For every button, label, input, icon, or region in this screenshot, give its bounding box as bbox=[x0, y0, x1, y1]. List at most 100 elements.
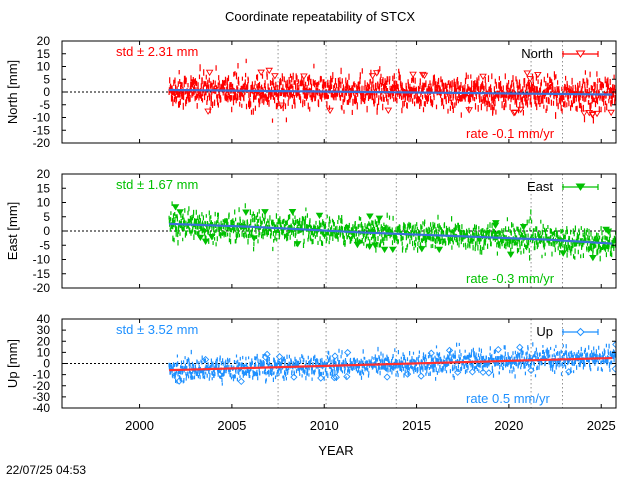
north-data-point bbox=[607, 109, 615, 117]
north-y-tick-label: 20 bbox=[37, 34, 51, 48]
east-data-point bbox=[371, 242, 379, 249]
up-data-point bbox=[275, 353, 284, 361]
east-data-point bbox=[171, 204, 180, 211]
up-std-label: std ± 3.52 mm bbox=[116, 322, 198, 337]
east-y-tick-label: 10 bbox=[37, 196, 51, 210]
up-data-point bbox=[332, 373, 340, 381]
east-data-point bbox=[250, 235, 258, 242]
north-data-point bbox=[510, 110, 518, 117]
east-data-point bbox=[375, 215, 384, 222]
north-data-point bbox=[588, 112, 597, 119]
east-data-point bbox=[519, 224, 528, 231]
east-data-point bbox=[196, 234, 205, 242]
north-data-point bbox=[418, 71, 427, 79]
up-data-point bbox=[611, 365, 616, 373]
north-y-tick-label: 0 bbox=[43, 85, 50, 99]
east-data-point bbox=[315, 212, 324, 220]
north-trend-line bbox=[169, 88, 613, 96]
east-y-axis-label: East [mm] bbox=[5, 202, 20, 261]
east-data-point bbox=[380, 246, 389, 254]
north-data-point bbox=[526, 76, 534, 83]
north-data-point bbox=[277, 102, 286, 109]
up-data-point bbox=[330, 373, 338, 382]
east-data-point bbox=[353, 241, 362, 249]
up-trend-line bbox=[169, 356, 613, 372]
east-data-point bbox=[288, 208, 297, 216]
north-data-point bbox=[516, 106, 525, 114]
north-data-point bbox=[372, 70, 381, 77]
north-data-point bbox=[409, 71, 417, 79]
up-y-tick-label: 0 bbox=[43, 357, 50, 371]
up-data-point bbox=[516, 343, 524, 351]
up-data-point bbox=[317, 374, 325, 382]
up-data-point bbox=[454, 368, 462, 376]
north-data-point bbox=[585, 110, 594, 117]
north-data-point bbox=[204, 108, 212, 115]
north-data-point bbox=[511, 109, 519, 116]
up-error-bars bbox=[168, 342, 616, 386]
north-y-tick-label: 5 bbox=[43, 72, 50, 86]
up-legend-label: Up bbox=[536, 324, 553, 339]
east-data-point bbox=[559, 250, 567, 257]
up-rate-label: rate 0.5 mm/yr bbox=[466, 391, 550, 406]
up-data-point bbox=[175, 377, 183, 385]
north-data-point bbox=[523, 70, 532, 77]
up-data-point bbox=[344, 348, 352, 357]
east-rate-label: rate -0.3 mm/yr bbox=[466, 271, 555, 286]
x-tick-label: 2000 bbox=[125, 418, 154, 433]
east-y-tick-label: 15 bbox=[37, 181, 51, 195]
east-data-point bbox=[242, 209, 250, 216]
up-data-point bbox=[468, 368, 477, 376]
east-legend-label: East bbox=[527, 179, 553, 194]
up-data-point bbox=[494, 345, 502, 354]
north-y-tick-label: -15 bbox=[33, 123, 51, 137]
up-data-point bbox=[403, 370, 412, 378]
north-data-series bbox=[168, 58, 616, 124]
east-y-tick-label: -20 bbox=[33, 281, 51, 295]
up-data-point bbox=[383, 373, 391, 381]
up-legend-marker bbox=[576, 327, 585, 337]
north-data-point bbox=[271, 73, 279, 80]
x-axis-label: YEAR bbox=[318, 443, 353, 458]
up-y-tick-label: 40 bbox=[37, 312, 51, 326]
east-y-tick-label: 5 bbox=[43, 210, 50, 224]
up-data-point bbox=[261, 353, 270, 361]
north-data-point bbox=[465, 107, 473, 114]
east-y-tick-label: 0 bbox=[43, 224, 50, 238]
north-y-tick-label: -5 bbox=[39, 98, 50, 112]
east-data-point bbox=[492, 220, 500, 227]
up-y-tick-label: 20 bbox=[37, 334, 51, 348]
north-data-point bbox=[420, 72, 429, 80]
east-data-point bbox=[418, 246, 426, 253]
north-data-point bbox=[580, 110, 588, 117]
north-y-tick-label: 10 bbox=[37, 60, 51, 74]
up-data-point bbox=[445, 346, 454, 355]
east-data-point bbox=[366, 213, 374, 220]
up-data-point bbox=[417, 372, 425, 380]
north-y-tick-label: 15 bbox=[37, 47, 51, 61]
north-y-tick-label: -20 bbox=[33, 136, 51, 150]
north-y-axis-label: North [mm] bbox=[5, 60, 20, 124]
up-y-tick-label: 10 bbox=[37, 345, 51, 359]
up-data-point bbox=[343, 372, 351, 381]
x-tick-label: 2020 bbox=[494, 418, 523, 433]
north-std-label: std ± 2.31 mm bbox=[116, 44, 198, 59]
east-data-point bbox=[388, 246, 397, 254]
north-rate-label: rate -0.1 mm/yr bbox=[466, 126, 555, 141]
up-data-point bbox=[479, 368, 487, 376]
north-data-point bbox=[534, 71, 542, 79]
north-data-point bbox=[326, 107, 334, 115]
east-legend-marker bbox=[575, 183, 586, 191]
east-trend-line bbox=[169, 222, 613, 245]
east-data-point bbox=[201, 238, 210, 245]
x-tick-label: 2005 bbox=[217, 418, 246, 433]
east-data-point bbox=[506, 251, 515, 259]
up-data-point bbox=[565, 368, 573, 376]
east-data-point bbox=[435, 246, 444, 254]
east-data-point bbox=[261, 209, 269, 216]
east-data-point bbox=[365, 243, 374, 251]
